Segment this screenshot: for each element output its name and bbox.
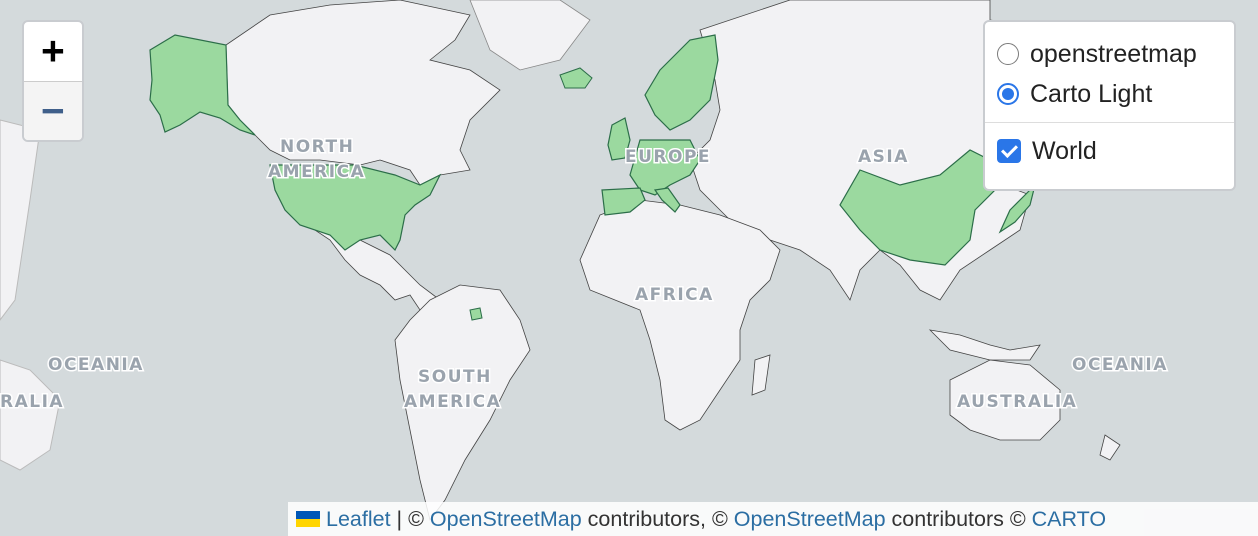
country-french-guiana[interactable]	[469, 307, 483, 321]
layer-label-carto-light: Carto Light	[1030, 79, 1153, 108]
label-south-america-2: AMERICA	[404, 392, 501, 412]
ukraine-flag-icon	[296, 511, 320, 527]
label-north-america-2: AMERICA	[268, 162, 365, 182]
carto-link[interactable]: CARTO	[1031, 507, 1107, 531]
overlay-label-world: World	[1032, 136, 1097, 165]
country-central-europe[interactable]	[629, 139, 701, 196]
country-scandinavia[interactable]	[644, 34, 719, 131]
land-africa	[579, 199, 781, 431]
label-africa: AFRICA	[635, 285, 714, 305]
radio-openstreetmap[interactable]	[997, 43, 1019, 65]
radio-carto-light[interactable]	[997, 83, 1019, 105]
overlay-option-world[interactable]: World	[985, 131, 1234, 171]
land-indonesia	[928, 329, 1041, 361]
layer-option-openstreetmap[interactable]: openstreetmap	[985, 34, 1234, 74]
zoom-out-button[interactable]: −	[24, 81, 82, 140]
country-china[interactable]	[839, 149, 996, 266]
layers-separator	[985, 122, 1234, 123]
label-oceania-right: OCEANIA	[1072, 355, 1168, 375]
country-uk[interactable]	[607, 117, 631, 161]
land-new-zealand	[1099, 434, 1121, 461]
land-canada	[225, 0, 501, 186]
layers-control: openstreetmap Carto Light World	[983, 20, 1236, 191]
country-italy[interactable]	[653, 187, 681, 213]
attribution-bar: Leaflet | © OpenStreetMap contributors, …	[288, 502, 1258, 536]
land-madagascar	[751, 354, 771, 396]
country-japan[interactable]	[998, 183, 1037, 234]
checkbox-world[interactable]	[997, 139, 1021, 163]
zoom-control: + −	[22, 20, 84, 142]
country-iceland[interactable]	[559, 67, 593, 89]
country-iberia[interactable]	[601, 187, 646, 216]
layer-option-carto-light[interactable]: Carto Light	[985, 74, 1234, 114]
osm-link-2[interactable]: OpenStreetMap	[733, 507, 886, 531]
land-greenland-north	[469, 0, 591, 71]
label-asia: ASIA	[858, 147, 909, 167]
attribution-mid: contributors, ©	[581, 507, 734, 531]
label-north-america-1: NORTH	[280, 137, 354, 157]
land-south-america	[394, 284, 531, 521]
attribution-sep-1: | ©	[390, 507, 430, 531]
label-europe: EUROPE	[625, 147, 711, 167]
land-australia	[949, 359, 1061, 441]
leaflet-link[interactable]: Leaflet	[326, 507, 391, 531]
country-usa[interactable]	[269, 164, 442, 252]
zoom-in-button[interactable]: +	[41, 28, 65, 72]
label-australia-left: RALIA	[0, 392, 64, 412]
layer-label-openstreetmap: openstreetmap	[1030, 39, 1197, 68]
osm-link-1[interactable]: OpenStreetMap	[429, 507, 582, 531]
country-alaska[interactable]	[149, 34, 256, 136]
attribution-mid-2: contributors ©	[885, 507, 1032, 531]
label-australia-right: AUSTRALIA	[957, 392, 1077, 412]
label-oceania-left: OCEANIA	[48, 355, 144, 375]
label-south-america-1: SOUTH	[418, 367, 492, 387]
